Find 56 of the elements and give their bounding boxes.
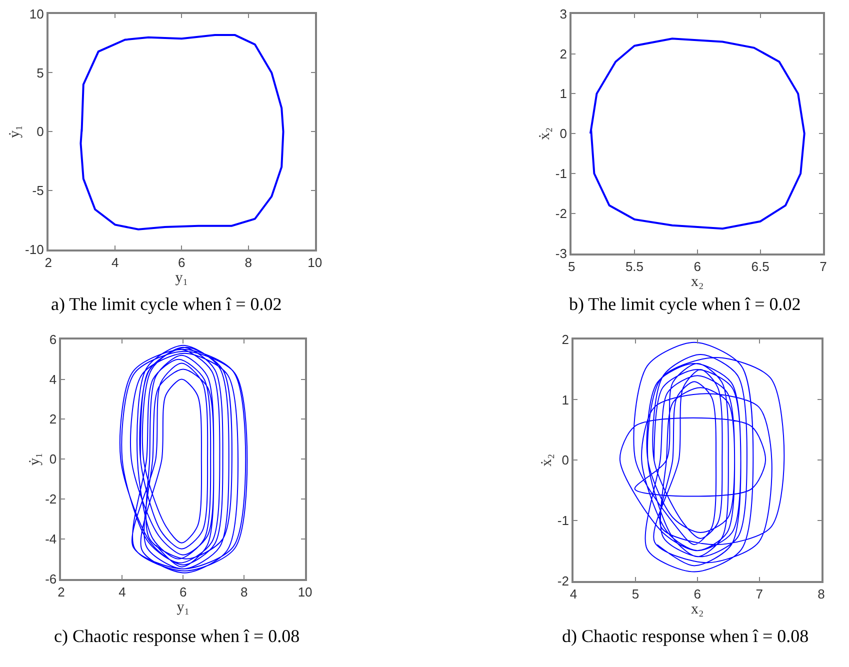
y-tick-label: 10 — [29, 6, 44, 22]
y-tick-label: 2 — [49, 412, 57, 427]
y-tick-label: 2 — [562, 332, 569, 347]
y-tick-label: -2 — [557, 573, 569, 588]
x-tick-label: 6 — [694, 586, 702, 602]
y-axis-title: ẋ₂ — [537, 127, 554, 140]
x-tick-label: 5.5 — [625, 258, 644, 274]
x-tick-label: 6 — [178, 255, 186, 270]
x-tick-label: 4 — [118, 584, 126, 600]
x-tick-label: 6 — [694, 258, 702, 274]
y-tick-label: -2 — [45, 492, 57, 507]
x-tick-label: 8 — [240, 584, 248, 600]
x-tick-label: 5 — [632, 586, 640, 602]
x-tick-label: 6 — [180, 584, 187, 600]
text: c) Chaotic response when î = 0.08 — [54, 626, 300, 646]
y-axis-title: ẏ₁ — [26, 452, 43, 466]
y-tick-label: 0 — [36, 124, 44, 140]
y-tick-label: -1 — [555, 166, 567, 182]
line-series — [80, 34, 284, 230]
x-tick-label: 8 — [818, 586, 825, 602]
y-tick-label: 4 — [49, 372, 57, 387]
y-tick-label: -2 — [555, 206, 567, 221]
text: b) The limit cycle when î = 0.02 — [569, 294, 801, 314]
y-tick-label: -10 — [25, 242, 44, 257]
x-axis-title: y₁ — [175, 270, 188, 286]
x-axis-title: y₁ — [176, 599, 190, 616]
y-axis-title: ẋ₂ — [539, 454, 556, 466]
y-tick-label: -5 — [32, 183, 44, 198]
y-tick-label: 3 — [560, 6, 567, 22]
y-tick-label: 0 — [49, 452, 57, 467]
x-tick-label: 10 — [308, 255, 322, 270]
y-tick-label: 0 — [560, 126, 567, 142]
y-tick-label: -3 — [555, 246, 567, 261]
y-tick-label: 2 — [560, 46, 567, 62]
x-tick-label: 4 — [111, 255, 119, 270]
x-axis-title: x₂ — [691, 601, 704, 618]
x-tick-label: 10 — [298, 584, 312, 600]
y-tick-label: 1 — [562, 392, 569, 408]
y-tick-label: 6 — [49, 332, 57, 347]
x-axis-title: x₂ — [691, 274, 704, 290]
y-tick-label: -4 — [45, 531, 57, 546]
y-tick-label: 0 — [562, 452, 569, 468]
x-tick-label: 7 — [820, 258, 827, 274]
y-tick-label: -1 — [557, 512, 569, 528]
line-series — [589, 38, 806, 230]
x-tick-label: 6.5 — [751, 258, 770, 274]
text: d) Chaotic response when î = 0.08 — [562, 626, 809, 646]
y-tick-label: 1 — [560, 86, 567, 102]
x-tick-label: 8 — [244, 255, 252, 270]
y-tick-label: 5 — [36, 65, 44, 80]
text: a) The limit cycle when î = 0.02 — [51, 294, 282, 314]
line-series — [619, 342, 785, 572]
x-tick-label: 7 — [756, 586, 763, 602]
y-tick-label: -6 — [45, 571, 57, 586]
y-axis-title: ẏ₁ — [6, 125, 23, 138]
line-series — [120, 344, 248, 574]
